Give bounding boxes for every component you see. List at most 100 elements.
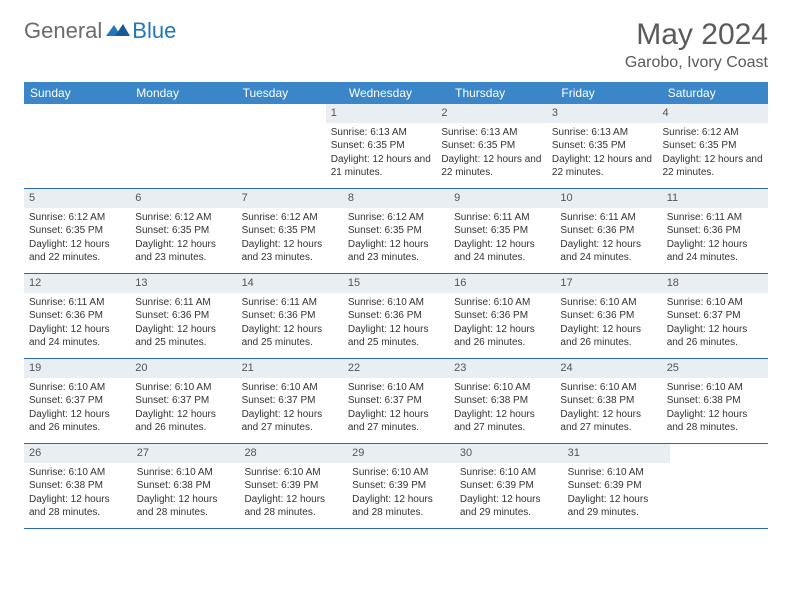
sunset-text: Sunset: 6:36 PM [29,309,125,323]
day-number-strip: 19 [24,359,130,378]
sunrise-text: Sunrise: 6:11 AM [242,296,338,310]
sunrise-text: Sunrise: 6:11 AM [135,296,231,310]
day-number-strip: 23 [449,359,555,378]
calendar-cell: 17Sunrise: 6:10 AMSunset: 6:36 PMDayligh… [555,274,661,358]
sunrise-text: Sunrise: 6:13 AM [331,126,432,140]
calendar-cell: 4Sunrise: 6:12 AMSunset: 6:35 PMDaylight… [657,104,768,188]
sunset-text: Sunset: 6:39 PM [568,479,666,493]
sunset-text: Sunset: 6:37 PM [242,394,338,408]
calendar-row: 19Sunrise: 6:10 AMSunset: 6:37 PMDayligh… [24,359,768,444]
day-number-strip: 25 [662,359,768,378]
day-number: 9 [454,192,460,204]
day-number: 16 [454,277,466,289]
sunrise-text: Sunrise: 6:12 AM [242,211,338,225]
empty-cell [24,104,125,188]
calendar-row: 12Sunrise: 6:11 AMSunset: 6:36 PMDayligh… [24,274,768,359]
daylight-text: Daylight: 12 hours and 28 minutes. [667,408,763,435]
sunset-text: Sunset: 6:36 PM [560,224,656,238]
day-number-strip: 27 [132,444,240,463]
sunrise-text: Sunrise: 6:11 AM [667,211,763,225]
calendar-cell: 8Sunrise: 6:12 AMSunset: 6:35 PMDaylight… [343,189,449,273]
day-number: 22 [348,362,360,374]
calendar-cell: 26Sunrise: 6:10 AMSunset: 6:38 PMDayligh… [24,444,132,528]
sunrise-text: Sunrise: 6:12 AM [662,126,763,140]
day-number-strip: 26 [24,444,132,463]
day-number: 15 [348,277,360,289]
sunrise-text: Sunrise: 6:10 AM [242,381,338,395]
sunrise-text: Sunrise: 6:10 AM [560,381,656,395]
sunrise-text: Sunrise: 6:10 AM [667,381,763,395]
calendar-cell: 27Sunrise: 6:10 AMSunset: 6:38 PMDayligh… [132,444,240,528]
daylight-text: Daylight: 12 hours and 26 minutes. [29,408,125,435]
sunrise-text: Sunrise: 6:10 AM [244,466,342,480]
daylight-text: Daylight: 12 hours and 23 minutes. [135,238,231,265]
daylight-text: Daylight: 12 hours and 24 minutes. [29,323,125,350]
day-number-strip: 28 [239,444,347,463]
daylight-text: Daylight: 12 hours and 29 minutes. [568,493,666,520]
daylight-text: Daylight: 12 hours and 22 minutes. [29,238,125,265]
empty-cell [225,104,326,188]
calendar-cell: 10Sunrise: 6:11 AMSunset: 6:36 PMDayligh… [555,189,661,273]
calendar-cell: 5 Sunrise: 6:12 AMSunset: 6:35 PMDaylight… [24,189,130,273]
day-number-strip: 12 [24,274,130,293]
daylight-text: Daylight: 12 hours and 25 minutes. [348,323,444,350]
sunrise-text: Sunrise: 6:12 AM [29,211,125,225]
sunset-text: Sunset: 6:37 PM [29,394,125,408]
daylight-text: Daylight: 12 hours and 26 minutes. [560,323,656,350]
day-number-strip: 6 [130,189,236,208]
daylight-text: Daylight: 12 hours and 27 minutes. [560,408,656,435]
sunrise-text: Sunrise: 6:10 AM [135,381,231,395]
daylight-text: Daylight: 12 hours and 24 minutes. [454,238,550,265]
day-number-strip: 17 [555,274,661,293]
weekday-heading: Saturday [662,82,768,104]
weekday-heading: Sunday [24,82,130,104]
sunset-text: Sunset: 6:35 PM [662,139,763,153]
daylight-text: Daylight: 12 hours and 27 minutes. [348,408,444,435]
sunrise-text: Sunrise: 6:10 AM [352,466,450,480]
daylight-text: Daylight: 12 hours and 28 minutes. [137,493,235,520]
calendar-cell: 31Sunrise: 6:10 AMSunset: 6:39 PMDayligh… [563,444,671,528]
sunset-text: Sunset: 6:38 PM [137,479,235,493]
calendar-cell: 18Sunrise: 6:10 AMSunset: 6:37 PMDayligh… [662,274,768,358]
weekday-heading: Monday [130,82,236,104]
day-number: 23 [454,362,466,374]
daylight-text: Daylight: 12 hours and 26 minutes. [135,408,231,435]
calendar-cell: 12Sunrise: 6:11 AMSunset: 6:36 PMDayligh… [24,274,130,358]
calendar-cell: 9Sunrise: 6:11 AMSunset: 6:35 PMDaylight… [449,189,555,273]
daylight-text: Daylight: 12 hours and 28 minutes. [29,493,127,520]
day-number-strip: 20 [130,359,236,378]
calendar: Sunday Monday Tuesday Wednesday Thursday… [24,82,768,529]
sunset-text: Sunset: 6:35 PM [242,224,338,238]
day-number: 7 [242,192,248,204]
day-number: 27 [137,447,149,459]
calendar-cell: 16Sunrise: 6:10 AMSunset: 6:36 PMDayligh… [449,274,555,358]
calendar-cell: 28Sunrise: 6:10 AMSunset: 6:39 PMDayligh… [239,444,347,528]
day-number-strip: 22 [343,359,449,378]
daylight-text: Daylight: 12 hours and 28 minutes. [352,493,450,520]
sunset-text: Sunset: 6:37 PM [667,309,763,323]
calendar-cell: 11Sunrise: 6:11 AMSunset: 6:36 PMDayligh… [662,189,768,273]
daylight-text: Daylight: 12 hours and 25 minutes. [242,323,338,350]
day-number: 21 [242,362,254,374]
day-number: 20 [135,362,147,374]
daylight-text: Daylight: 12 hours and 22 minutes. [552,153,653,180]
calendar-cell: 3Sunrise: 6:13 AMSunset: 6:35 PMDaylight… [547,104,658,188]
day-number: 13 [135,277,147,289]
day-number-strip: 30 [455,444,563,463]
empty-cell [670,444,768,528]
day-number: 1 [331,107,337,119]
day-number: 14 [242,277,254,289]
day-number: 17 [560,277,572,289]
sunrise-text: Sunrise: 6:10 AM [29,381,125,395]
sunset-text: Sunset: 6:39 PM [460,479,558,493]
calendar-cell: 21Sunrise: 6:10 AMSunset: 6:37 PMDayligh… [237,359,343,443]
day-number: 26 [29,447,41,459]
calendar-row: 5Sunrise: 6:12 AMSunset: 6:35 PMDaylight… [24,189,768,274]
calendar-cell: 2Sunrise: 6:13 AMSunset: 6:35 PMDaylight… [436,104,547,188]
day-number: 5 [29,192,35,204]
sunset-text: Sunset: 6:35 PM [441,139,542,153]
weekday-heading: Thursday [449,82,555,104]
sunset-text: Sunset: 6:35 PM [29,224,125,238]
calendar-header-row: Sunday Monday Tuesday Wednesday Thursday… [24,82,768,104]
sunset-text: Sunset: 6:35 PM [135,224,231,238]
